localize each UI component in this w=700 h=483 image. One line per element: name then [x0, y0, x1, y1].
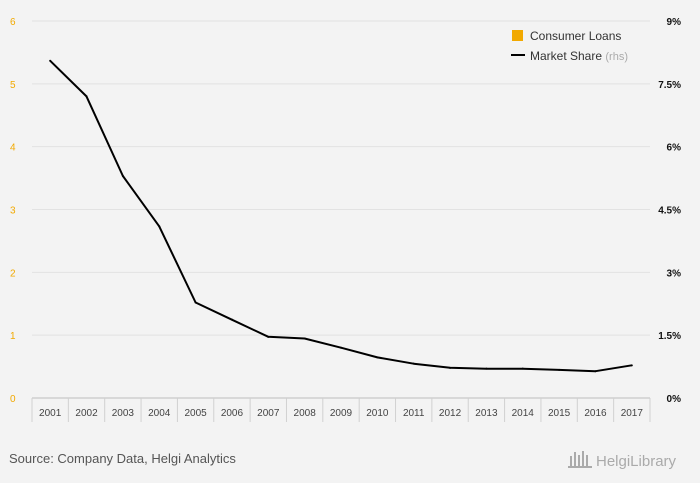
right-tick-label: 3% — [667, 268, 682, 279]
data-point — [121, 174, 124, 177]
series-line-market-share — [49, 60, 632, 373]
left-tick-label: 4 — [10, 143, 16, 154]
x-tick-label: 2013 — [475, 408, 498, 419]
data-point — [558, 368, 561, 371]
data-point — [158, 225, 161, 228]
left-tick-label: 2 — [10, 268, 16, 279]
x-tick-label: 2006 — [221, 408, 244, 419]
left-tick-label: 6 — [10, 17, 16, 28]
right-tick-label: 7.5% — [658, 80, 681, 91]
data-point — [630, 364, 633, 367]
x-tick-label: 2001 — [39, 408, 62, 419]
x-tick-label: 2002 — [75, 408, 98, 419]
data-point — [449, 366, 452, 369]
left-tick-label: 3 — [10, 206, 16, 217]
data-point — [303, 337, 306, 340]
data-point — [376, 356, 379, 359]
series-layer — [49, 59, 633, 373]
x-tick-label: 2010 — [366, 408, 389, 419]
x-tick-label: 2005 — [184, 408, 207, 419]
data-point — [267, 335, 270, 338]
data-point — [49, 59, 52, 62]
data-point — [412, 362, 415, 365]
x-tick-label: 2003 — [112, 408, 135, 419]
data-point — [521, 367, 524, 370]
right-tick-label: 1.5% — [658, 331, 681, 342]
x-tick-label: 2014 — [512, 408, 535, 419]
legend-consumer-loans-label: Consumer Loans — [530, 29, 621, 43]
right-tick-label: 9% — [667, 17, 682, 28]
right-axis: 0% 1.5% 3% 4.5% 6% 7.5% 9% — [658, 17, 681, 405]
data-point — [85, 95, 88, 98]
x-tick-label: 2017 — [621, 408, 644, 419]
source-note: Source: Company Data, Helgi Analytics — [9, 451, 236, 466]
left-axis: 0 1 2 3 4 5 6 — [10, 17, 16, 405]
left-tick-label: 5 — [10, 80, 16, 91]
right-tick-label: 4.5% — [658, 206, 681, 217]
data-point — [594, 370, 597, 373]
legend: Consumer Loans Market Share (rhs) — [511, 29, 628, 63]
x-tick-label: 2016 — [584, 408, 607, 419]
x-tick-label: 2007 — [257, 408, 280, 419]
right-tick-label: 6% — [667, 143, 682, 154]
x-axis: 2001 2002 2003 2004 2005 2006 2007 2008 2009 2010… — [31, 398, 651, 422]
gridlines — [32, 20, 650, 336]
helgi-logo: HelgiLibrary — [568, 451, 677, 470]
x-tick-label: 2011 — [403, 408, 425, 419]
left-tick-label: 1 — [10, 331, 16, 342]
right-tick-label: 0% — [667, 394, 682, 405]
data-point — [194, 301, 197, 304]
x-tick-label: 2008 — [294, 408, 317, 419]
legend-market-share-label: Market Share (rhs) — [530, 49, 628, 63]
legend-rhs-suffix: (rhs) — [605, 51, 628, 63]
data-point — [230, 318, 233, 321]
x-tick-label: 2009 — [330, 408, 353, 419]
data-point — [485, 367, 488, 370]
data-point — [340, 346, 342, 349]
legend-consumer-loans-swatch — [512, 30, 523, 41]
x-tick-label: 2015 — [548, 408, 571, 419]
x-tick-label: 2004 — [148, 408, 171, 419]
x-tick-label: 2012 — [439, 408, 462, 419]
library-building-icon — [568, 451, 592, 468]
left-tick-label: 0 — [10, 394, 16, 405]
logo-text: HelgiLibrary — [596, 453, 677, 470]
